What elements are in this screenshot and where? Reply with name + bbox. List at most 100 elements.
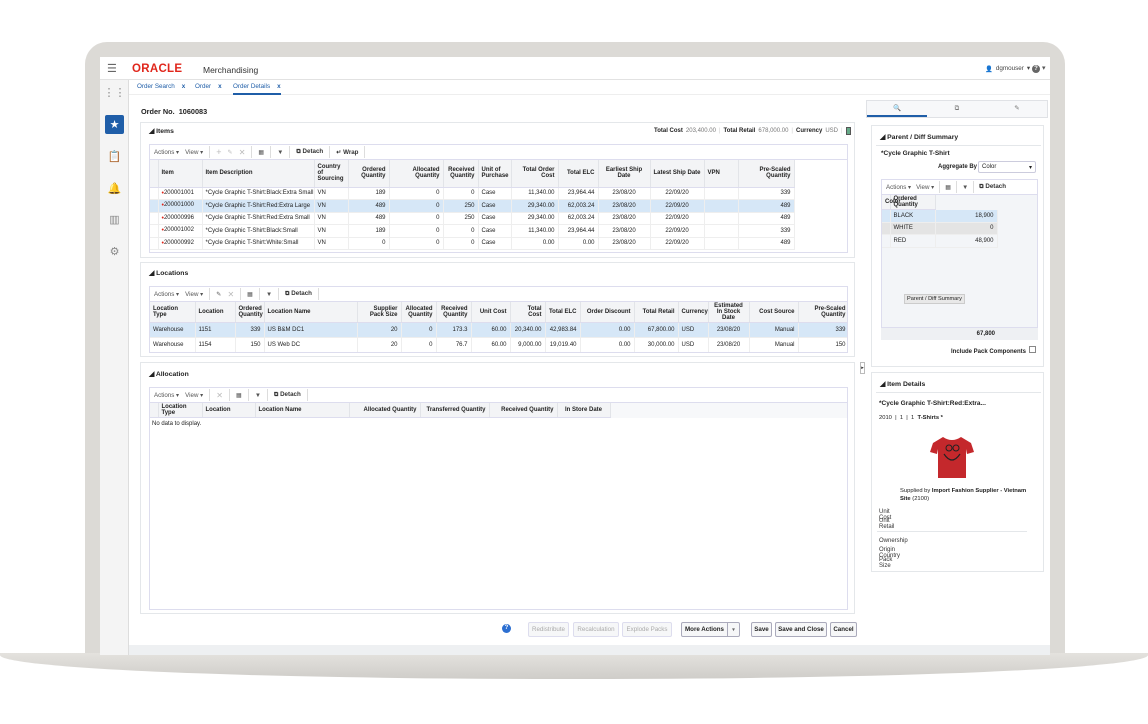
column-header[interactable]: VPN — [704, 160, 739, 188]
favorites-star-icon[interactable]: ★ — [105, 115, 124, 134]
column-header[interactable]: Item Description — [202, 160, 315, 188]
tab-order[interactable]: Order x — [195, 83, 222, 90]
actions-menu[interactable]: Actions ▾ — [154, 148, 180, 156]
row-header[interactable] — [150, 224, 159, 238]
column-header[interactable] — [150, 160, 159, 188]
locations-title[interactable]: ◢ Locations — [149, 270, 189, 277]
column-header[interactable]: Currency — [678, 302, 709, 323]
filter-icon[interactable]: ▼ — [266, 290, 273, 298]
filter-icon[interactable]: ▼ — [277, 148, 284, 156]
column-header[interactable]: Pre-Scaled Quantity — [738, 160, 795, 188]
column-header[interactable]: Total Order Cost — [511, 160, 559, 188]
edit-icon[interactable]: ✎ — [216, 290, 222, 298]
column-header[interactable]: Unit Cost — [471, 302, 511, 323]
allocation-title[interactable]: ◢ Allocation — [149, 371, 189, 378]
tasks-clipboard-icon[interactable]: 📋 — [107, 151, 122, 163]
edit-icon[interactable]: ✎ — [227, 148, 233, 156]
column-header[interactable]: Estimated In Stock Date — [708, 302, 750, 323]
close-icon[interactable]: x — [218, 83, 222, 90]
redistribute-button[interactable]: Redistribute — [528, 622, 569, 637]
table-row[interactable]: •200001001 *Cycle Graphic T-Shirt:Black:E… — [150, 187, 795, 200]
column-header[interactable]: Allocated Quantity — [401, 302, 437, 323]
row-header[interactable] — [882, 234, 891, 248]
tab-order-details[interactable]: Order Details x — [233, 83, 281, 95]
tab-search-detail-icon[interactable]: 🔍 — [867, 101, 927, 117]
apps-grid-icon[interactable]: ⋮⋮ — [103, 87, 126, 99]
column-header[interactable]: Location Name — [264, 302, 358, 323]
column-header[interactable]: Allocated Quantity — [349, 403, 421, 418]
table-row[interactable]: Warehouse 1151 339 US B&M DC1 20 0 173.3 60.00 2… — [150, 322, 847, 338]
user-menu[interactable]: 👤 dgmouser ▾ — [985, 65, 1030, 73]
freeze-icon[interactable]: ▦ — [258, 148, 265, 156]
column-header[interactable] — [150, 403, 159, 418]
column-header[interactable]: Transferred Quantity — [420, 403, 490, 418]
close-icon[interactable]: x — [181, 83, 186, 90]
column-header[interactable]: Ordered Quantity — [348, 160, 390, 188]
column-header[interactable]: Total ELC — [545, 302, 581, 323]
column-header[interactable]: Received Quantity — [443, 160, 479, 188]
notifications-bell-icon[interactable]: 🔔 — [107, 183, 122, 195]
column-header[interactable]: Total Retail — [634, 302, 679, 323]
cancel-button[interactable]: Cancel — [830, 622, 857, 637]
row-header[interactable] — [150, 237, 159, 250]
splitter-handle[interactable]: ▸ — [860, 362, 865, 374]
column-header[interactable]: Order Discount — [580, 302, 635, 323]
column-header[interactable]: Location — [195, 302, 236, 323]
view-menu[interactable]: View ▾ — [185, 391, 204, 399]
column-header[interactable]: Received Quantity — [489, 403, 558, 418]
actions-menu[interactable]: Actions ▾ — [154, 290, 180, 298]
aggregate-by-select[interactable]: Color ▾ — [978, 161, 1036, 173]
row-header[interactable] — [882, 222, 891, 235]
tab-copy-icon[interactable]: ⧉ — [954, 105, 960, 112]
table-row[interactable]: •200000996 *Cycle Graphic T-Shirt:Red:Ext… — [150, 212, 795, 225]
column-header[interactable]: Supplier Pack Size — [357, 302, 402, 323]
items-title[interactable]: ◢ Items — [149, 128, 174, 135]
detach-button[interactable]: ⧉ Detach — [296, 148, 324, 155]
delete-icon[interactable]: ✕ — [216, 390, 223, 400]
column-header[interactable]: Received Quantity — [436, 302, 472, 323]
row-header[interactable] — [150, 187, 159, 200]
delete-icon[interactable]: ✕ — [227, 289, 235, 299]
table-row[interactable]: •200001002 *Cycle Graphic T-Shirt:Black:S… — [150, 224, 795, 238]
calculator-icon[interactable] — [845, 127, 851, 135]
row-header[interactable] — [150, 199, 159, 213]
freeze-icon[interactable]: ▦ — [247, 290, 254, 298]
filter-icon[interactable]: ▼ — [962, 183, 969, 191]
supplier-name[interactable]: Import Fashion Supplier - Vietnam Site — [900, 488, 1027, 502]
more-actions-dropdown[interactable]: ▾ — [727, 622, 740, 637]
more-actions-button[interactable]: More Actions — [681, 622, 728, 637]
recalculation-button[interactable]: Recalculation — [573, 622, 619, 637]
detach-button[interactable]: ⧉ Detach — [979, 183, 1007, 190]
column-header[interactable]: Cost Source — [749, 302, 799, 323]
tab-order-search[interactable]: Order Search x — [137, 83, 185, 90]
freeze-icon[interactable]: ▦ — [235, 391, 242, 399]
freeze-icon[interactable]: ▦ — [945, 183, 952, 191]
column-header[interactable]: In Store Date — [557, 403, 611, 418]
table-row[interactable]: WHITE 0 — [882, 222, 998, 235]
row-header[interactable] — [150, 212, 159, 225]
settings-gear-icon[interactable]: ⚙ — [109, 246, 120, 258]
save-and-close-button[interactable]: Save and Close — [775, 622, 827, 637]
parent-diff-title[interactable]: ◢ Parent / Diff Summary — [880, 134, 959, 141]
table-row[interactable]: •200001000 *Cycle Graphic T-Shirt:Red:Ext… — [150, 199, 795, 213]
column-header[interactable]: Location Name — [255, 403, 350, 418]
include-pack-checkbox[interactable] — [1029, 346, 1036, 353]
column-header[interactable]: Location — [202, 403, 256, 418]
detach-button[interactable]: ⧉ Detach — [285, 290, 312, 297]
column-header[interactable]: Total ELC — [558, 160, 599, 188]
item-details-title[interactable]: ◢ Item Details — [880, 381, 926, 388]
menu-icon[interactable]: ☰ — [107, 63, 117, 75]
actions-menu[interactable]: Actions ▾ — [154, 391, 180, 399]
column-header[interactable]: Total Cost — [510, 302, 546, 323]
view-menu[interactable]: View ▾ — [916, 183, 935, 191]
tab-edit-pencil-icon[interactable]: ✎ — [1014, 105, 1020, 112]
view-menu[interactable]: View ▾ — [185, 290, 204, 298]
delete-icon[interactable]: ✕ — [238, 147, 246, 157]
column-header[interactable]: Location Type — [158, 403, 203, 418]
column-header[interactable]: Pre-Scaled Quantity — [798, 302, 847, 323]
column-header[interactable]: Earliest Ship Date — [598, 160, 651, 188]
hierarchy-name[interactable]: T-Shirts * — [917, 415, 943, 421]
row-header[interactable] — [882, 209, 891, 223]
column-header[interactable]: Ordered Quantity — [890, 195, 936, 210]
column-header[interactable]: Color — [882, 195, 901, 210]
